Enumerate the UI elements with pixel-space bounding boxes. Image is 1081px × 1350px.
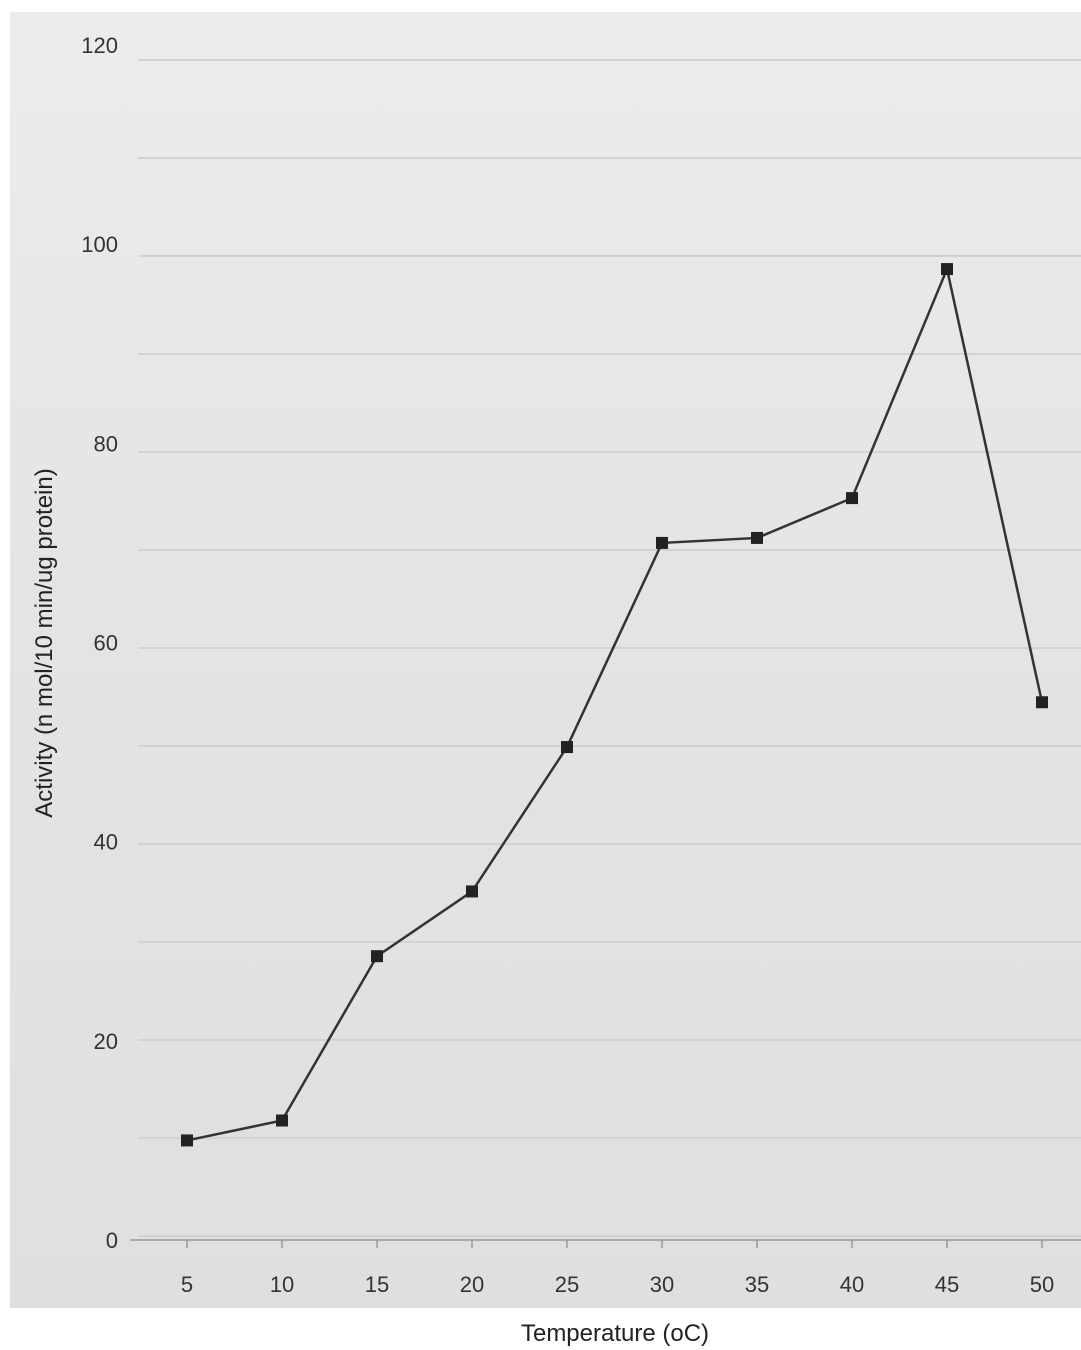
y-tick-label: 120 xyxy=(81,33,118,58)
data-point-marker xyxy=(371,950,383,963)
y-tick-label: 80 xyxy=(94,431,118,456)
x-tick-label: 50 xyxy=(1030,1272,1054,1297)
x-tick-label: 40 xyxy=(840,1272,864,1297)
data-point-marker xyxy=(941,263,953,276)
y-tick-label: 40 xyxy=(94,830,118,855)
x-axis: 5 10 15 20 25 30 35 40 45 50 xyxy=(181,1240,1054,1297)
x-tick-label: 30 xyxy=(650,1272,674,1297)
x-axis-title: Temperature (oC) xyxy=(521,1320,709,1347)
plot-background xyxy=(10,12,1081,1308)
y-tick-label: 20 xyxy=(94,1029,118,1054)
x-tick-label: 25 xyxy=(555,1272,579,1297)
data-point-marker xyxy=(751,531,763,544)
series-markers xyxy=(181,263,1048,1147)
background-scan-lines xyxy=(138,59,1081,1237)
y-tick-label: 0 xyxy=(106,1228,118,1253)
y-axis: 0 20 40 60 80 100 120 xyxy=(81,33,118,1253)
data-point-marker xyxy=(656,536,668,549)
data-point-marker xyxy=(1036,696,1048,709)
data-point-marker xyxy=(846,492,858,505)
y-axis-title: Activity (n mol/10 min/ug protein) xyxy=(31,468,58,817)
y-tick-label: 60 xyxy=(94,631,118,656)
x-tick-label: 20 xyxy=(460,1272,484,1297)
x-tick-label: 5 xyxy=(181,1272,193,1297)
series-line xyxy=(186,264,1044,1142)
data-point-marker xyxy=(561,741,573,754)
x-tick-label: 35 xyxy=(745,1272,769,1297)
x-tick-label: 45 xyxy=(935,1272,959,1297)
x-tick-label: 15 xyxy=(365,1272,389,1297)
data-point-marker xyxy=(466,885,478,898)
data-point-marker xyxy=(181,1134,193,1147)
y-tick-label: 100 xyxy=(81,232,118,257)
x-tick-label: 10 xyxy=(270,1272,294,1297)
data-point-marker xyxy=(276,1114,288,1127)
